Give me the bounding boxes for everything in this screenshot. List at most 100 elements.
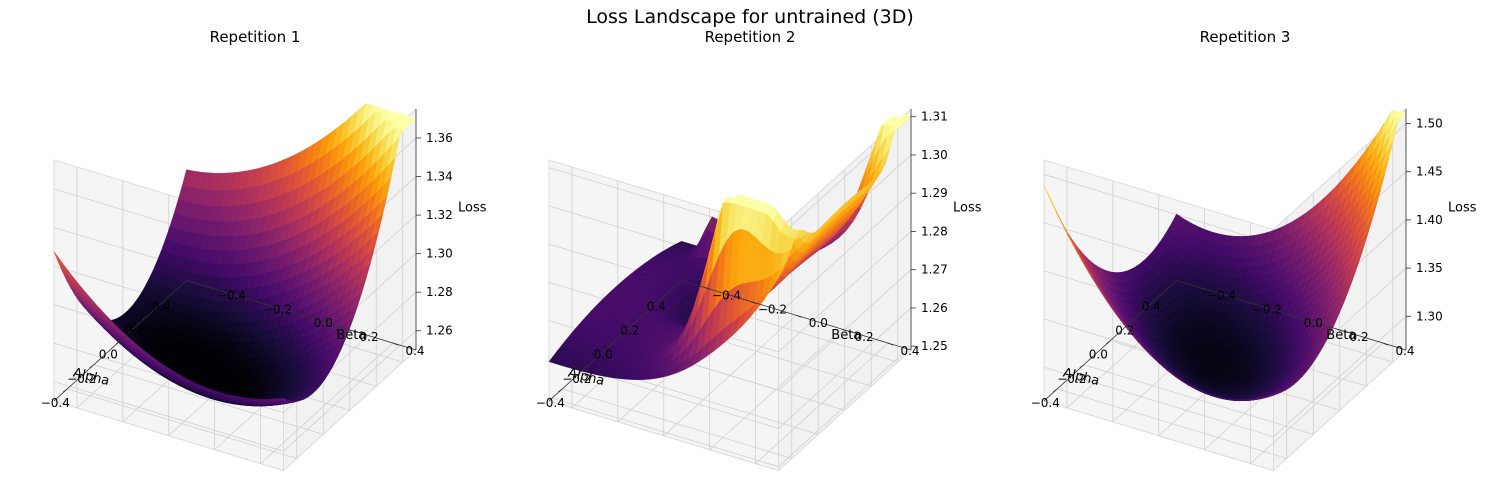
grid-line	[1043, 174, 1274, 245]
grid-line	[778, 231, 912, 353]
x-tick-mark	[1159, 292, 1164, 296]
z-tick-label: 1.35	[1416, 261, 1443, 275]
z-tick-label: 1.27	[921, 263, 948, 277]
grid-line	[548, 396, 779, 468]
z-tick-label: 1.50	[1416, 117, 1443, 131]
chart-panel-2: −0.4−0.20.00.20.4−0.4−0.20.00.20.4 1.251.…	[536, 28, 982, 472]
x-tick-mark	[1106, 340, 1111, 345]
y-tick-label: −0.4	[712, 288, 741, 302]
z-tick-label: 1.45	[1416, 165, 1443, 179]
y-tick-mark	[1382, 342, 1389, 346]
x-tick-mark	[558, 388, 563, 393]
x-tick-label: 0.2	[1115, 324, 1134, 338]
y-tick-label: 0.4	[405, 344, 424, 358]
x-tick-mark	[664, 292, 669, 296]
surface-patch	[1266, 393, 1278, 397]
x-tick-label: 0.4	[647, 300, 666, 314]
y-axis-label: Beta	[831, 328, 861, 343]
y-tick-mark	[842, 328, 848, 332]
x-tick-mark	[611, 340, 616, 345]
y-tick-mark	[347, 328, 353, 332]
z-tick-label: 1.26	[426, 324, 453, 338]
y-tick-label: 0.2	[360, 330, 379, 344]
y-tick-label: 0.0	[809, 316, 828, 330]
z-tick-label: 1.30	[426, 247, 453, 261]
z-tick-label: 1.34	[426, 170, 453, 184]
z-tick-label: 1.40	[1416, 213, 1443, 227]
surface-patch	[53, 251, 66, 272]
grid-line	[778, 192, 912, 314]
y-tick-label: −0.4	[217, 288, 246, 302]
y-tick-label: 0.4	[900, 344, 919, 358]
y-tick-label: 0.0	[314, 316, 333, 330]
chart-panel-3: −0.4−0.20.00.20.4−0.4−0.20.00.20.41.301.…	[1031, 28, 1477, 472]
y-tick-mark	[750, 300, 756, 304]
grid-line	[1273, 315, 1407, 438]
x-tick-mark	[169, 292, 174, 296]
x-tick-label: 0.4	[1142, 300, 1161, 314]
y-tick-mark	[1337, 328, 1343, 332]
z-tick-label: 1.36	[426, 131, 453, 145]
chart-panel-1: −0.4−0.20.00.20.4−0.4−0.20.00.20.41.261.…	[41, 28, 487, 472]
y-tick-mark	[209, 287, 215, 290]
x-tick-label: 0.4	[152, 300, 171, 314]
x-tick-label: −0.4	[41, 396, 70, 410]
surface	[53, 102, 417, 407]
grid-line	[53, 381, 284, 452]
y-tick-mark	[887, 342, 894, 346]
panel-title: Repetition 2	[705, 28, 796, 46]
y-tick-label: 0.2	[1350, 330, 1369, 344]
grid-line	[1043, 366, 1274, 438]
x-tick-mark	[584, 364, 589, 369]
grid-line	[1250, 342, 1384, 464]
surface-patch	[882, 131, 895, 157]
surface-patch	[275, 397, 289, 402]
y-tick-label: 0.4	[1395, 344, 1414, 358]
x-tick-label: −0.4	[1031, 396, 1060, 410]
figure-title: Loss Landscape for untrained (3D)	[586, 6, 914, 28]
grid-line	[778, 345, 912, 467]
y-tick-label: −0.2	[758, 302, 787, 316]
surface-patch	[771, 270, 783, 290]
x-tick-mark	[637, 316, 642, 320]
surface-patch	[1386, 121, 1398, 152]
z-axis-label: Loss	[1448, 200, 1477, 215]
y-axis-label: Beta	[1326, 328, 1356, 343]
x-tick-label: −0.4	[536, 396, 565, 410]
y-axis-label: Beta	[336, 328, 366, 343]
x-tick-label: −0.2	[562, 372, 591, 386]
y-tick-label: −0.2	[263, 302, 292, 316]
x-tick-label: 0.2	[620, 324, 639, 338]
x-tick-label: 0.0	[99, 348, 118, 362]
surface	[1043, 110, 1407, 402]
y-tick-mark	[1291, 314, 1297, 318]
x-tick-label: −0.2	[1057, 372, 1086, 386]
z-tick-label: 1.25	[921, 339, 948, 353]
x-tick-mark	[89, 364, 94, 369]
y-tick-label: 0.2	[855, 330, 874, 344]
y-tick-mark	[255, 300, 261, 304]
x-tick-mark	[1079, 364, 1084, 369]
y-tick-mark	[301, 314, 307, 318]
grid-line	[778, 307, 912, 429]
z-tick-label: 1.32	[426, 208, 453, 222]
y-tick-mark	[1245, 300, 1251, 304]
z-tick-label: 1.30	[921, 148, 948, 162]
z-tick-label: 1.28	[921, 225, 948, 239]
z-tick-label: 1.26	[921, 301, 948, 315]
z-tick-label: 1.28	[426, 285, 453, 299]
y-tick-mark	[392, 342, 399, 346]
y-tick-mark	[704, 287, 710, 290]
grid-line	[283, 330, 417, 452]
x-tick-mark	[142, 316, 147, 320]
x-tick-label: −0.2	[67, 372, 96, 386]
x-tick-mark	[116, 340, 121, 345]
z-axis-label: Loss	[953, 200, 982, 215]
y-tick-label: −0.2	[1253, 302, 1282, 316]
y-tick-label: −0.4	[1207, 288, 1236, 302]
surface	[548, 114, 912, 380]
x-tick-mark	[1053, 388, 1058, 393]
y-tick-mark	[1199, 287, 1205, 290]
x-tick-mark	[63, 388, 68, 393]
